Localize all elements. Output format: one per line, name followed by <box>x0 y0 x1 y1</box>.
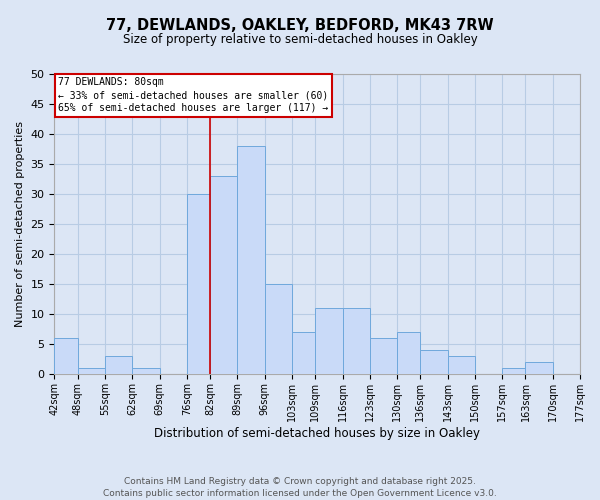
Bar <box>238 146 265 374</box>
Bar <box>448 356 475 374</box>
Text: 77 DEWLANDS: 80sqm
← 33% of semi-detached houses are smaller (60)
65% of semi-de: 77 DEWLANDS: 80sqm ← 33% of semi-detache… <box>58 77 329 114</box>
Text: Contains HM Land Registry data © Crown copyright and database right 2025.: Contains HM Land Registry data © Crown c… <box>124 478 476 486</box>
Bar <box>370 338 397 374</box>
Bar <box>580 368 600 374</box>
Bar <box>55 338 78 374</box>
Bar <box>265 284 292 374</box>
Bar <box>187 194 210 374</box>
Bar <box>526 362 553 374</box>
Bar <box>421 350 448 374</box>
Bar <box>292 332 315 374</box>
X-axis label: Distribution of semi-detached houses by size in Oakley: Distribution of semi-detached houses by … <box>154 427 480 440</box>
Bar <box>78 368 105 374</box>
Bar <box>210 176 238 374</box>
Text: Contains public sector information licensed under the Open Government Licence v3: Contains public sector information licen… <box>103 489 497 498</box>
Text: 77, DEWLANDS, OAKLEY, BEDFORD, MK43 7RW: 77, DEWLANDS, OAKLEY, BEDFORD, MK43 7RW <box>106 18 494 32</box>
Bar <box>105 356 132 374</box>
Bar <box>397 332 421 374</box>
Bar <box>132 368 160 374</box>
Bar <box>315 308 343 374</box>
Bar <box>502 368 526 374</box>
Bar <box>343 308 370 374</box>
Text: Size of property relative to semi-detached houses in Oakley: Size of property relative to semi-detach… <box>122 32 478 46</box>
Y-axis label: Number of semi-detached properties: Number of semi-detached properties <box>15 121 25 327</box>
